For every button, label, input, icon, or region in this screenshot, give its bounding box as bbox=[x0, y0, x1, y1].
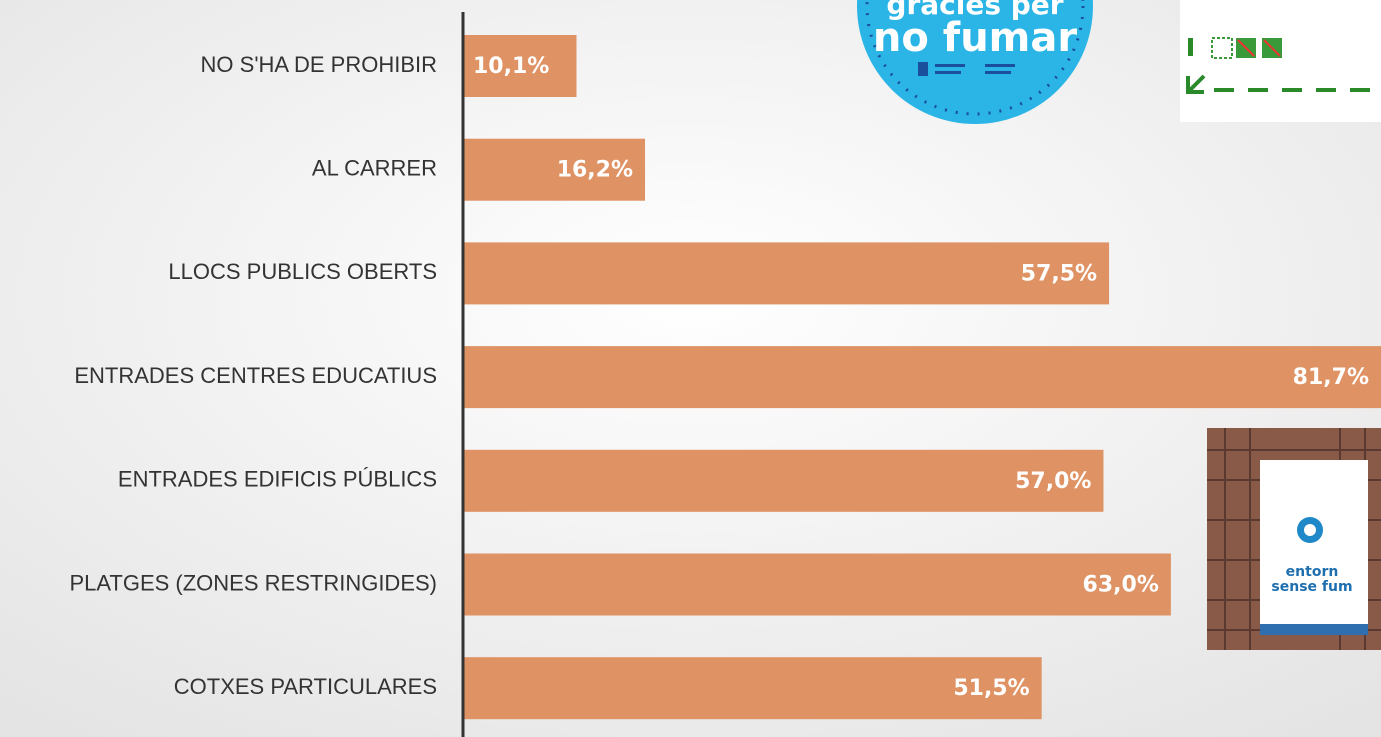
photo-logo bbox=[1304, 524, 1316, 536]
value-label: 81,7% bbox=[1293, 365, 1369, 390]
category-label: LLOCS PUBLICS OBERTS bbox=[168, 259, 437, 284]
photo-sign bbox=[1260, 460, 1368, 635]
badge-text: no fumar bbox=[873, 15, 1077, 61]
chart: gràcies per no fumar entorn se bbox=[0, 0, 1381, 737]
category-label: COTXES PARTICULARES bbox=[174, 674, 437, 699]
bar bbox=[463, 346, 1381, 408]
photo-text: entorn bbox=[1286, 564, 1339, 580]
value-label: 63,0% bbox=[1083, 573, 1159, 598]
category-label: NO S'HA DE PROHIBIR bbox=[201, 52, 437, 77]
photo-entorn: entorn sense fum bbox=[1207, 428, 1381, 650]
category-label: AL CARRER bbox=[312, 156, 437, 181]
category-label: ENTRADES CENTRES EDUCATIUS bbox=[74, 363, 437, 388]
sign-image bbox=[1180, 0, 1381, 122]
badge-logo bbox=[985, 71, 1011, 74]
value-label: 57,0% bbox=[1015, 469, 1091, 494]
badge-logo bbox=[985, 64, 1015, 67]
page: gràcies per no fumar entorn se bbox=[0, 0, 1381, 737]
photo-sign-band bbox=[1260, 624, 1368, 635]
bar bbox=[463, 450, 1103, 512]
bar bbox=[463, 242, 1109, 304]
value-label: 16,2% bbox=[557, 158, 633, 183]
badge-logo bbox=[935, 71, 961, 74]
badge-logo bbox=[918, 62, 928, 76]
sign-icon bbox=[1188, 38, 1193, 56]
category-label: ENTRADES EDIFICIS PÚBLICS bbox=[118, 467, 437, 492]
sign-bg bbox=[1180, 0, 1381, 122]
badge-logo bbox=[935, 64, 965, 67]
category-label: PLATGES (ZONES RESTRINGIDES) bbox=[69, 570, 437, 595]
bar bbox=[463, 554, 1171, 616]
value-label: 10,1% bbox=[473, 54, 549, 79]
value-label: 51,5% bbox=[953, 676, 1029, 701]
value-label: 57,5% bbox=[1021, 261, 1097, 286]
photo-text: sense fum bbox=[1271, 579, 1352, 595]
